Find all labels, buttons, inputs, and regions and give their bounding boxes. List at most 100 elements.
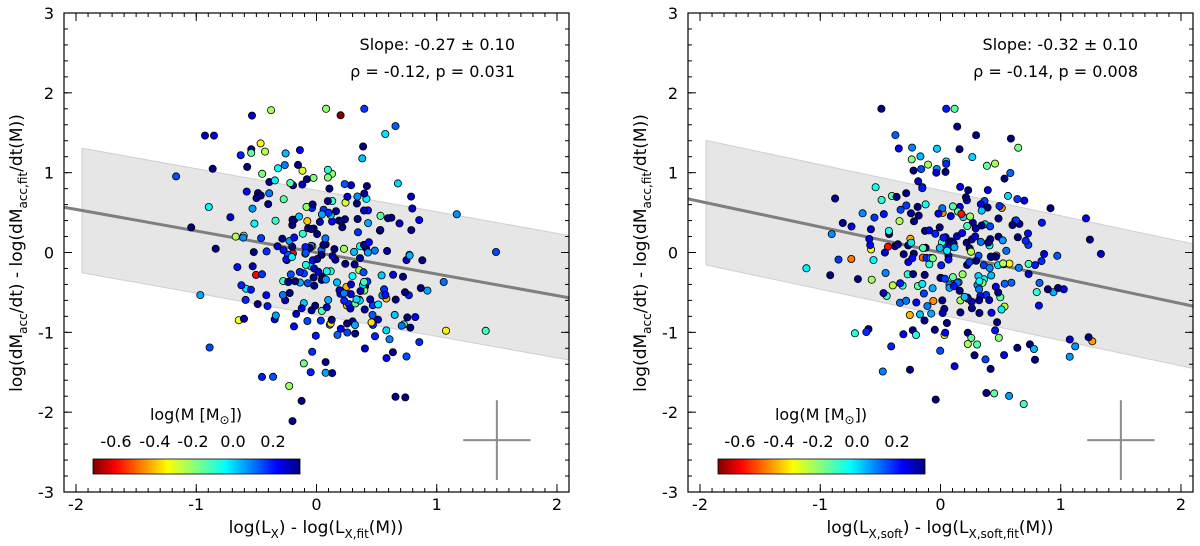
data-point — [351, 329, 360, 338]
data-point — [963, 221, 972, 230]
data-point — [919, 243, 928, 252]
data-point — [337, 217, 346, 226]
data-point — [297, 304, 306, 313]
data-point — [439, 277, 448, 286]
data-point — [1013, 195, 1022, 204]
data-point — [968, 153, 977, 162]
correlation-annotation: ρ = -0.12, p = 0.031 — [350, 62, 515, 81]
data-point — [871, 183, 880, 192]
data-point — [941, 167, 950, 176]
data-point — [247, 111, 256, 120]
data-point — [963, 339, 972, 348]
data-point — [377, 271, 386, 280]
data-point — [1024, 259, 1033, 268]
data-point — [1014, 263, 1023, 272]
data-point — [866, 241, 875, 250]
data-point — [279, 195, 288, 204]
data-point — [385, 335, 394, 344]
data-point — [923, 302, 932, 311]
y-tick-label: 0 — [44, 244, 54, 263]
xlabel-part-c: (M)) — [1019, 518, 1054, 538]
data-point — [921, 200, 930, 209]
colorbar-title-prefix: log(M [M — [150, 405, 220, 424]
y-tick-label: 0 — [668, 244, 678, 263]
data-point — [359, 277, 368, 286]
colorbar-tick-1: -0.4 — [139, 432, 170, 451]
data-point — [355, 254, 364, 263]
data-point — [172, 172, 181, 181]
data-point — [1007, 278, 1016, 287]
y-axis-label: log(dMacc/dt) - log(dMacc,fit/dt(M)) — [631, 114, 654, 392]
data-point — [286, 178, 295, 187]
fit-line-segment — [687, 197, 1194, 308]
data-point — [850, 329, 859, 338]
data-point — [418, 256, 427, 265]
data-point — [280, 161, 289, 170]
data-point — [343, 319, 352, 328]
axis-ticks: -2 -1 0 1 2 -3 -2 -1 0 1 2 3 — [38, 4, 570, 514]
data-point — [910, 217, 919, 226]
data-point — [308, 347, 317, 356]
data-point — [925, 226, 934, 235]
data-point — [907, 155, 916, 164]
xlabel-sub-b: X,fit — [344, 527, 369, 541]
data-point — [971, 232, 980, 241]
data-point — [407, 226, 416, 235]
data-point — [373, 315, 382, 324]
data-point — [271, 311, 280, 320]
colorbar-gradient — [717, 458, 926, 475]
data-point — [982, 388, 991, 397]
data-point — [991, 326, 1000, 335]
data-point — [939, 233, 948, 242]
data-point — [353, 192, 362, 201]
data-point — [908, 254, 917, 263]
data-point — [324, 295, 333, 304]
data-points — [802, 104, 1105, 408]
data-point — [313, 254, 322, 263]
data-point — [1024, 269, 1033, 278]
colorbar-tick-0: -0.6 — [100, 432, 131, 451]
data-point — [931, 395, 940, 404]
data-point — [950, 243, 959, 252]
data-point — [1085, 235, 1094, 244]
x-tick-label: 0 — [935, 495, 945, 514]
data-point — [994, 214, 1003, 223]
data-point — [302, 175, 311, 184]
data-point — [257, 234, 266, 243]
data-point — [975, 285, 984, 294]
data-point — [957, 209, 966, 218]
data-point — [906, 365, 915, 374]
data-point — [415, 338, 424, 347]
data-point — [285, 288, 294, 297]
colorbar-tick-4: 0.2 — [260, 432, 285, 451]
data-point — [239, 233, 248, 242]
data-point — [1005, 391, 1014, 400]
colorbar-tick-2: -0.2 — [177, 432, 208, 451]
ylabel-sub-b: acc,fit — [640, 172, 654, 209]
data-point — [955, 145, 964, 154]
data-point — [1031, 261, 1040, 270]
data-point — [288, 417, 297, 426]
data-point — [381, 129, 390, 138]
data-point — [956, 308, 965, 317]
data-point — [927, 309, 936, 318]
data-point — [918, 184, 927, 193]
data-point — [324, 208, 333, 217]
data-point — [364, 238, 373, 247]
ylabel-part-c: /dt(M)) — [631, 114, 651, 172]
data-point — [914, 177, 923, 186]
data-point — [994, 288, 1003, 297]
data-point — [997, 305, 1006, 314]
data-point — [321, 358, 330, 367]
data-point — [271, 216, 280, 225]
data-point — [243, 162, 252, 171]
data-point — [298, 180, 307, 189]
data-point — [920, 316, 929, 325]
data-point — [322, 267, 331, 276]
data-point — [376, 211, 385, 220]
data-point — [391, 392, 400, 401]
data-point — [256, 139, 265, 148]
data-point — [382, 326, 391, 335]
data-point — [940, 274, 949, 283]
data-point — [281, 149, 290, 158]
